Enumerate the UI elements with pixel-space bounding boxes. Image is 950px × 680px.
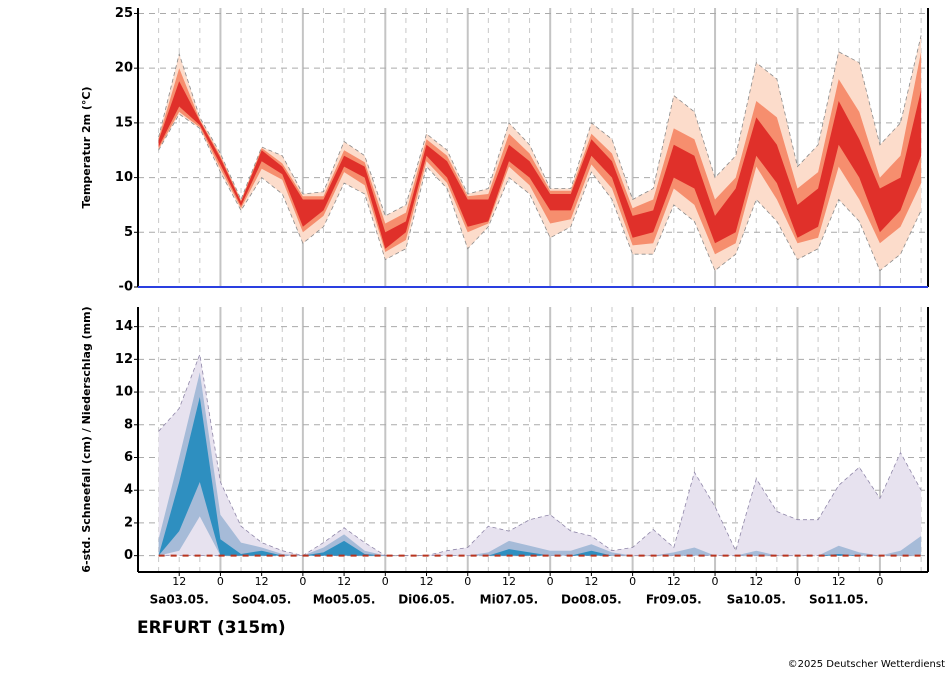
copyright: ©2025 Deutscher Wetterdienst (788, 659, 945, 670)
x-tick-label: 12 (749, 575, 763, 588)
y-tick-label: 0 (124, 548, 133, 563)
y-tick-label: 15 (115, 115, 133, 130)
y-tick-label: 4 (124, 483, 133, 498)
y-tick-label: 8 (124, 417, 133, 432)
x-tick-label: 0 (547, 575, 554, 588)
day-label: Sa03.05. (150, 593, 209, 607)
x-tick-label: 12 (172, 575, 186, 588)
y-axis-title: Temperatur 2m (°C) (80, 86, 93, 208)
day-label: Di06.05. (398, 593, 455, 607)
y-tick-label: 10 (115, 385, 133, 400)
x-tick-label: 12 (502, 575, 516, 588)
x-tick-label: 0 (464, 575, 471, 588)
x-tick-label: 0 (217, 575, 224, 588)
x-tick-label: 12 (255, 575, 269, 588)
x-tick-label: 0 (712, 575, 719, 588)
x-tick-label: 0 (299, 575, 306, 588)
day-label: Mi07.05. (480, 593, 539, 607)
day-label: So04.05. (232, 593, 291, 607)
y-tick-label: 10 (115, 170, 133, 185)
x-tick-label: 0 (794, 575, 801, 588)
station-name: ERFURT (315m) (137, 618, 286, 638)
y-axis-title: 6-std. Schneefall (cm) / Niederschlag (m… (80, 306, 93, 572)
y-tick-label: 20 (115, 61, 133, 76)
day-label: So11.05. (809, 593, 868, 607)
x-tick-label: 0 (629, 575, 636, 588)
x-tick-label: 12 (832, 575, 846, 588)
band-edge-upper (158, 35, 922, 217)
y-tick-label: 25 (115, 6, 133, 21)
y-tick-label: -0 (119, 280, 133, 295)
band-edge-upper (158, 352, 922, 557)
x-tick-label: 0 (876, 575, 883, 588)
y-tick-label: 12 (115, 352, 133, 367)
day-label: Mo05.05. (313, 593, 376, 607)
y-tick-label: 5 (124, 225, 133, 240)
band-edge-lower (158, 113, 922, 272)
day-label: Fr09.05. (646, 593, 702, 607)
x-tick-label: 12 (584, 575, 598, 588)
x-tick-label: 12 (667, 575, 681, 588)
y-tick-label: 6 (124, 450, 133, 465)
y-tick-label: 2 (124, 515, 133, 530)
x-tick-label: 12 (337, 575, 351, 588)
day-label: Sa10.05. (727, 593, 786, 607)
x-tick-label: 12 (420, 575, 434, 588)
band (158, 372, 922, 556)
band (158, 354, 922, 556)
band (158, 81, 922, 249)
x-tick-label: 0 (382, 575, 389, 588)
y-tick-label: 14 (115, 319, 133, 334)
day-label: Do08.05. (561, 593, 622, 607)
